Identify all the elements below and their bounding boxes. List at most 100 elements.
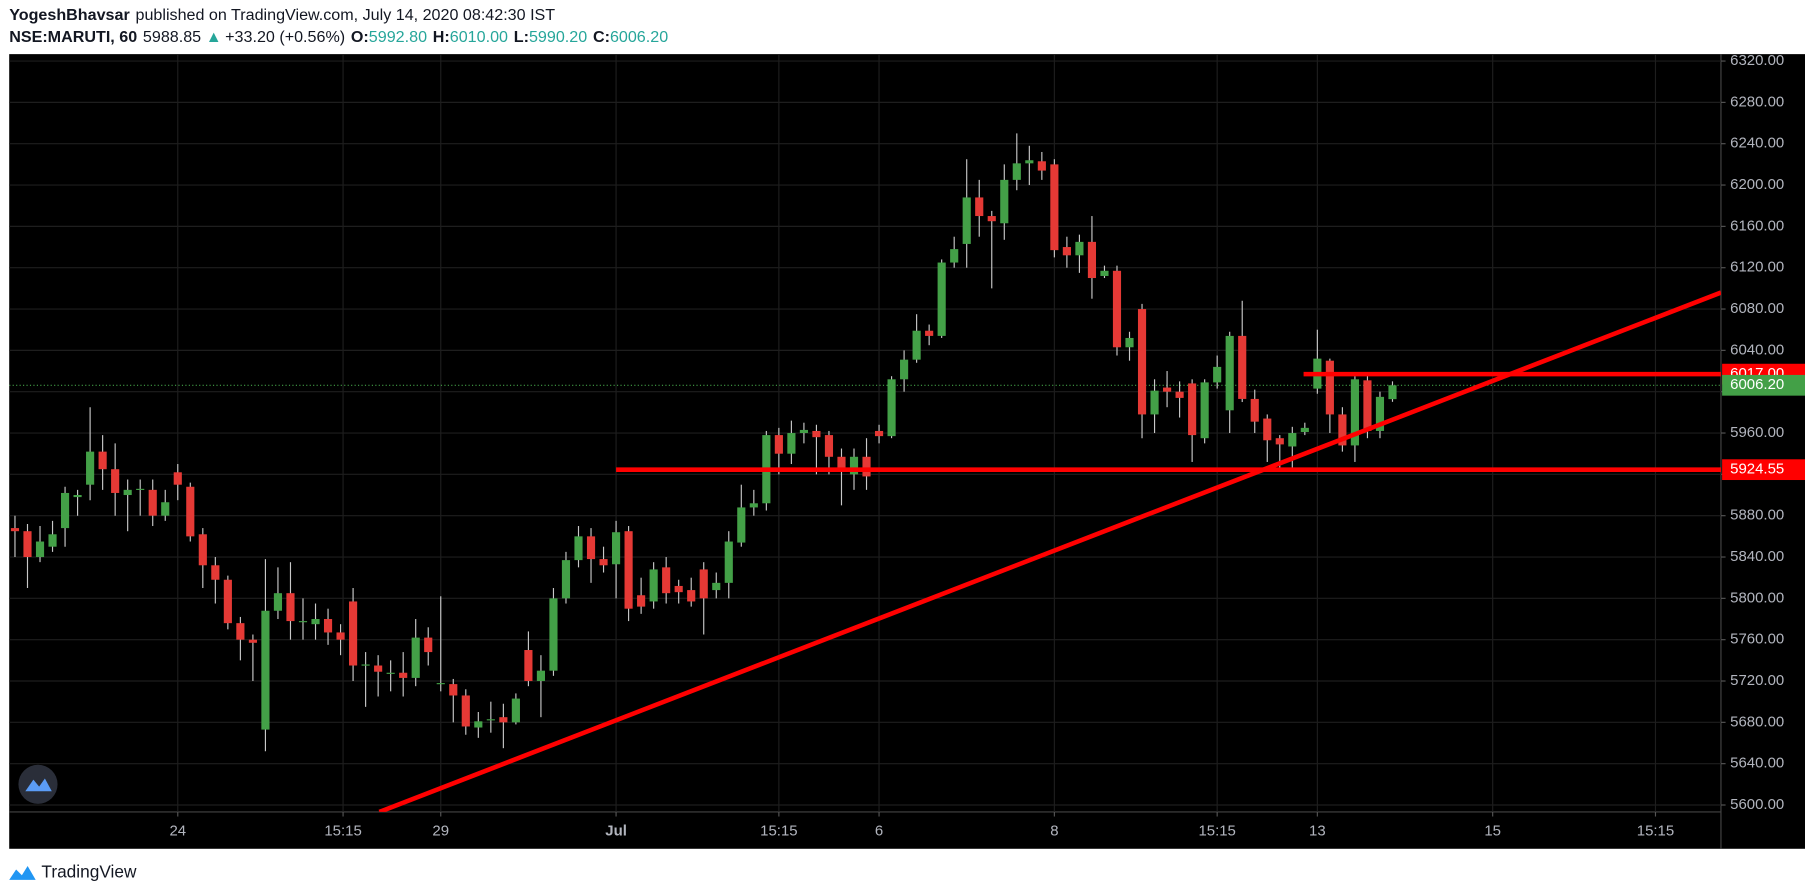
candle-body [624,531,633,609]
candle-body [273,593,283,611]
candle-body [799,429,808,434]
footer-brand: TradingView [41,862,137,882]
candle-body [774,435,783,454]
y-tick-label: 6240.00 [1730,135,1784,152]
candle-body [1363,380,1372,431]
candle-body [561,560,571,599]
y-tick-label: 6320.00 [1730,52,1784,69]
candle-body [111,469,120,493]
change-arrow: ▲ [206,28,222,46]
author: YogeshBhavsar [9,6,130,24]
candle-body [1288,433,1297,447]
candle-body [1137,309,1147,415]
last-price-label: 6006.20 [1730,376,1784,393]
candle-body [1150,390,1159,415]
candle-body [1213,366,1222,383]
y-tick-label: 5760.00 [1730,631,1784,648]
candle-body [586,536,596,560]
candle-body [73,495,82,498]
x-tick-label: 13 [1309,822,1326,839]
candle-body [1338,414,1347,446]
candle-body [248,639,257,643]
candle-body [912,330,921,360]
candle-body [1087,241,1097,279]
candle-body [186,486,195,537]
candle-body [1025,160,1034,164]
candle-body [411,637,420,678]
candle-body [724,541,733,583]
candle-body [937,262,946,336]
watermark-logo [18,764,58,804]
y-tick-label: 6040.00 [1730,341,1784,358]
candle-body [424,637,433,653]
candle-body [136,488,145,490]
candle-body [812,430,821,438]
last-price-text: 5988.85 [143,28,201,46]
candle-body [123,489,132,496]
candle-body [536,670,546,682]
axes: 5600.00 5640.00 5680.00 5720.00 5760.00 5800.… [169,52,1805,839]
candle-body [611,532,621,565]
candle-body [286,593,295,622]
candle-body [98,451,107,470]
published: published on TradingView.com, July 14, 2… [136,6,556,24]
y-tick-label: 5880.00 [1730,507,1784,524]
candle-body [662,567,671,594]
candle-body [849,456,859,475]
candle-body [824,435,834,457]
x-tick-label: 29 [432,822,449,839]
candle-body [687,590,696,602]
candle-body [1388,385,1397,400]
change: +33.20 (+0.56%) [225,28,345,46]
candle-body [1375,396,1385,431]
grid [9,54,1721,812]
ohlc-value: 6006.20 [610,28,668,46]
candle-body [336,632,345,640]
candle-body [1012,163,1021,180]
candle-body [1062,247,1071,256]
candle-body [987,216,996,222]
y-tick-label: 5600.00 [1730,796,1784,813]
candle-body [374,665,383,672]
header-line-1: YogeshBhavsar published on TradingView.co… [9,6,555,24]
last-price-box [1722,374,1805,396]
candle-body [900,359,909,380]
plot-area [9,133,1721,812]
candle-body [1125,337,1134,348]
ohlc-label: H: [433,28,450,46]
candle-body [975,197,984,217]
candle-body [1037,161,1046,171]
candle-body [637,595,646,607]
x-tick-label: 15:15 [324,822,361,839]
candle-body [1175,391,1184,398]
candle-body [10,528,20,532]
y-tick-label: 5640.00 [1730,755,1784,772]
logo-shape [25,778,52,792]
candle-body [674,585,683,593]
x-tick-label: 24 [169,822,186,839]
x-tick-label: 8 [1050,822,1058,839]
chart-background [9,54,1805,849]
candle-body [1075,241,1084,256]
ohlc-label: C: [593,28,610,46]
candle-body [874,430,884,437]
y-tick-label: 5680.00 [1730,713,1784,730]
candle-body [1100,270,1109,276]
x-tick-label: 15 [1484,822,1501,839]
candle-body [1238,335,1247,399]
candle-body [699,569,708,599]
ohlc-label: O: [351,28,369,46]
candle-body [486,719,495,721]
candle-body [1050,164,1059,251]
y-tick-label: 5960.00 [1730,424,1784,441]
candle-body [837,456,846,472]
ohlc-value: 5990.20 [529,28,587,46]
candle-body [549,598,558,671]
candle-body [649,569,658,602]
logo-circle [18,764,58,804]
candle-body [787,433,796,454]
candle-body [298,621,308,623]
trend-line [378,290,1721,812]
x-tick-label: 6 [875,822,883,839]
